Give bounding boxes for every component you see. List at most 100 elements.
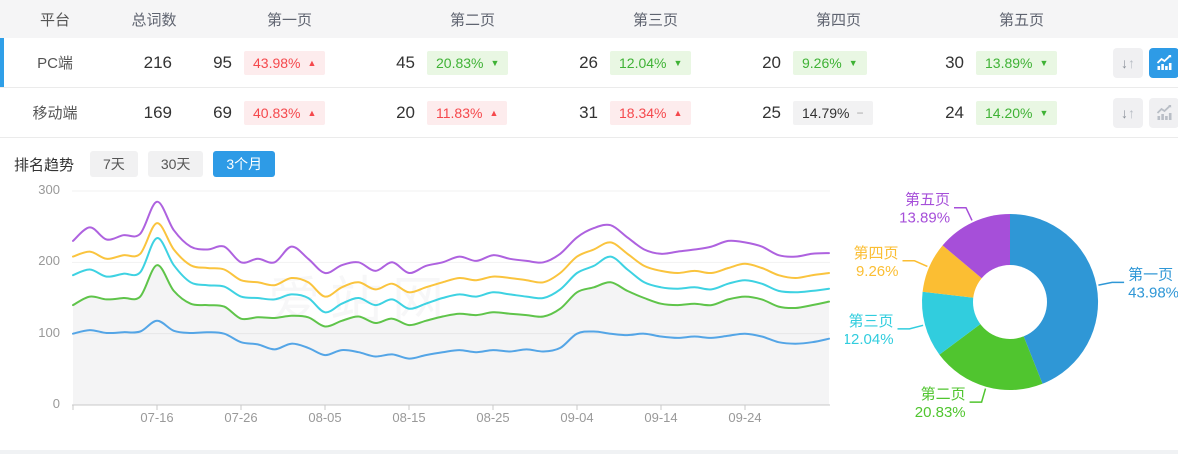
series-line-第四页[interactable] (72, 222, 830, 298)
pct-value: 12.04% (619, 54, 667, 71)
donut-label-value: 13.89% (899, 210, 950, 227)
x-axis-label: 08-15 (392, 410, 425, 425)
page5-count: 24 (945, 102, 964, 122)
x-axis-label: 07-26 (224, 410, 257, 425)
sort-arrows-icon: ↑ (1128, 54, 1135, 71)
trend-toolbar: 排名趋势 7天 30天 3个月 (14, 151, 1178, 177)
x-axis-label: 07-16 (140, 410, 173, 425)
donut-label-value: 9.26% (856, 263, 899, 280)
donut-leader-line (1098, 281, 1125, 286)
page2-cell: 20 11.83% ▲ (381, 100, 564, 125)
page4-cell: 20 9.26% ▼ (747, 50, 930, 75)
platform-label: PC端 (37, 55, 73, 72)
trend-chart-icon (1156, 54, 1171, 70)
donut-label-name: 第五页 (905, 191, 950, 209)
sort-button[interactable]: ↓ ↑ (1113, 47, 1143, 78)
pct-value: 11.83% (436, 104, 483, 121)
y-axis-label: 100 (38, 324, 60, 340)
total-words-value: 216 (143, 52, 172, 72)
sort-button[interactable]: ↓ ↑ (1113, 97, 1143, 128)
pct-value: 18.34% (619, 104, 667, 121)
page5-count: 30 (945, 52, 964, 72)
trend-chart-icon (1156, 104, 1171, 120)
donut-leader-line (954, 206, 973, 221)
table-header: 平台 总词数 第一页 第二页 第三页 第四页 第五页 (0, 0, 1178, 38)
pct-value: 9.26% (802, 54, 842, 71)
page2-pct-badge: 11.83% ▲ (427, 100, 508, 125)
trend-chart-button[interactable] (1149, 97, 1178, 128)
pct-value: 14.79% (802, 104, 850, 121)
col-header-total: 总词数 (131, 11, 177, 29)
col-header-page5: 第五页 (998, 11, 1044, 29)
page4-count: 20 (762, 52, 781, 72)
pct-value: 13.89% (985, 54, 1033, 71)
trend-section-title: 排名趋势 (14, 156, 75, 174)
page3-count: 31 (579, 102, 598, 122)
donut-label-value: 12.04% (845, 331, 894, 348)
trend-lines-svg[interactable]: 07-16 07-26 08-05 08-15 08-25 09-04 09-14 09-24 (72, 183, 830, 431)
sort-arrows-icon: ↓ (1121, 54, 1128, 71)
y-axis-label: 300 (38, 182, 60, 197)
donut-label-name: 第一页 (1128, 265, 1173, 283)
page1-cell: 69 40.83% ▲ (198, 100, 381, 125)
series-line-第五页[interactable] (72, 200, 830, 275)
y-axis-label: 0 (52, 396, 60, 411)
series-line-第二页[interactable] (72, 264, 830, 328)
page3-count: 26 (579, 52, 598, 72)
table-row-mobile[interactable]: 移动端 169 69 40.83% ▲ 20 11.83% ▲ 31 18.34% ▲… (0, 88, 1178, 138)
page2-pct-badge: 20.83% ▼ (427, 50, 509, 75)
page3-cell: 26 12.04% ▼ (564, 50, 747, 75)
rank-trend-line-chart[interactable]: 爱站网 0 100 200 300 07-16 07-26 08-05 08-15 08-25 0… (0, 181, 845, 439)
page4-cell: 25 14.79% − (747, 100, 930, 125)
table-row-pc[interactable]: PC端 216 95 43.98% ▲ 45 20.83% ▼ 26 12.04% ▼… (0, 38, 1178, 88)
row-actions: ↓ ↑ (1113, 97, 1178, 128)
platform-label: 移动端 (32, 105, 78, 122)
x-axis-label: 09-24 (728, 410, 761, 425)
donut-leader-line (902, 260, 928, 268)
page3-cell: 31 18.34% ▲ (564, 100, 747, 125)
tab-3-months[interactable]: 3个月 (213, 151, 276, 177)
page5-pct-badge: 13.89% ▼ (976, 50, 1058, 75)
x-axis-label: 09-04 (560, 410, 593, 425)
x-axis-label: 09-14 (644, 410, 677, 425)
donut-label-value: 20.83% (915, 404, 966, 421)
tab-7-days[interactable]: 7天 (90, 151, 138, 177)
pct-value: 40.83% (253, 104, 301, 121)
trend-arrow-icon: ▼ (673, 57, 683, 68)
page2-cell: 45 20.83% ▼ (381, 50, 564, 75)
page1-cell: 95 43.98% ▲ (198, 50, 381, 75)
area-fill (73, 265, 829, 405)
donut-label-name: 第四页 (853, 244, 898, 262)
tab-30-days[interactable]: 30天 (147, 151, 204, 177)
col-header-page2: 第二页 (449, 11, 495, 29)
x-axis-label: 08-05 (308, 410, 341, 425)
trend-arrow-icon: ▼ (490, 57, 500, 68)
donut-hole (973, 265, 1047, 339)
donut-slice-第一页[interactable] (1010, 213, 1099, 384)
y-axis-label: 200 (38, 253, 60, 269)
trend-chart-button[interactable] (1149, 47, 1178, 78)
col-header-platform: 平台 (39, 11, 70, 29)
page5-cell: 30 13.89% ▼ (930, 50, 1113, 75)
pct-value: 14.20% (985, 104, 1033, 121)
page3-pct-badge: 18.34% ▲ (610, 100, 692, 125)
donut-leader-line (897, 324, 924, 330)
donut-label-value: 43.98% (1128, 284, 1178, 301)
trend-arrow-icon: ▼ (1039, 107, 1049, 118)
donut-label-name: 第三页 (849, 312, 894, 330)
col-header-page1: 第一页 (266, 11, 312, 29)
series-line-第三页[interactable] (72, 237, 830, 314)
trend-arrow-icon: ▼ (848, 57, 858, 68)
donut-label-name: 第二页 (921, 385, 966, 403)
pct-value: 20.83% (436, 54, 484, 71)
series-line-第一页[interactable] (72, 319, 830, 360)
total-words-value: 169 (143, 102, 172, 122)
page5-cell: 24 14.20% ▼ (930, 100, 1113, 125)
page1-count: 95 (213, 52, 232, 72)
page2-count: 20 (396, 102, 415, 122)
page4-pct-badge: 14.79% − (793, 100, 873, 125)
range-tabs: 7天 30天 3个月 (90, 151, 276, 177)
bottom-strip (0, 450, 1178, 454)
col-header-page4: 第四页 (815, 11, 861, 29)
